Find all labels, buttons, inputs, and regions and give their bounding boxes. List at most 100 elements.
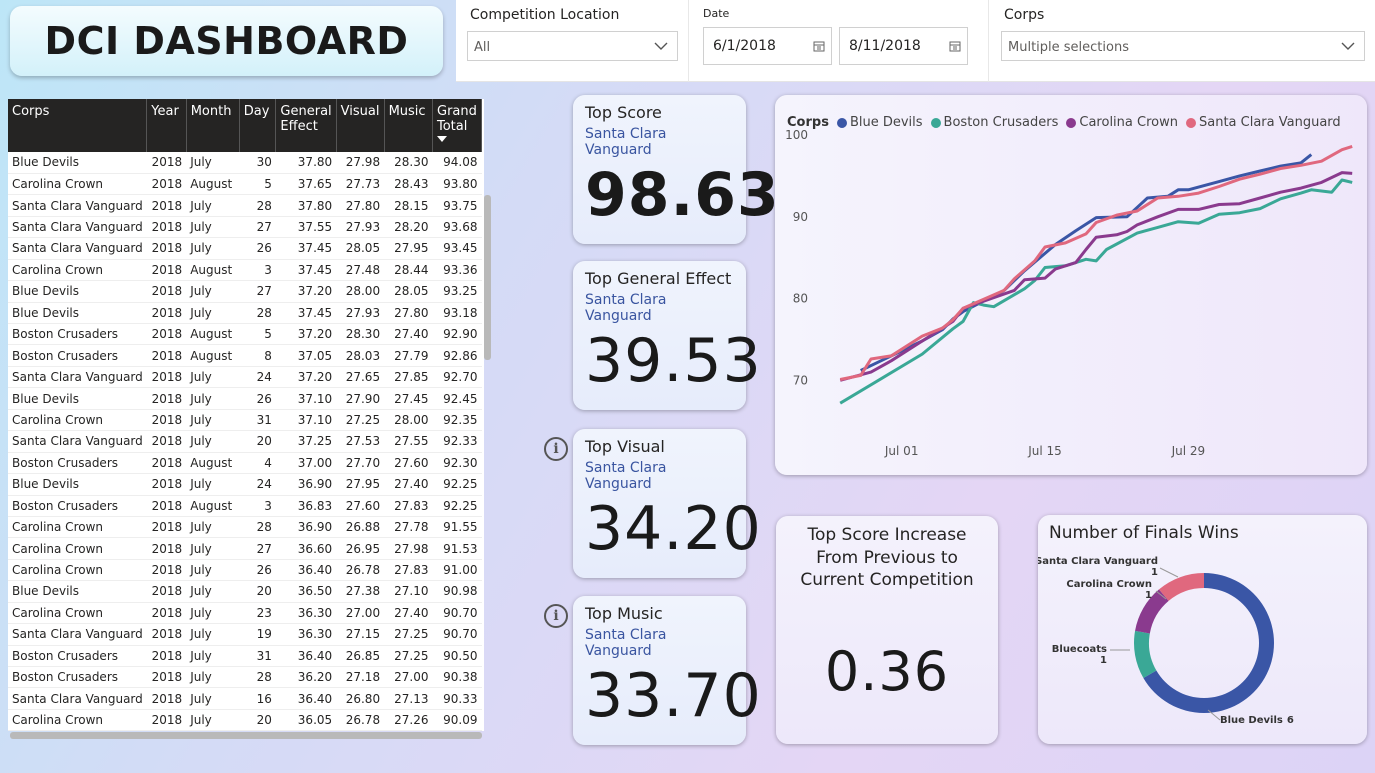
table-row[interactable]: Carolina Crown 2018 July 31 37.10 27.25 28.00 9…	[8, 409, 482, 432]
table-cell: 28.05	[336, 237, 385, 260]
info-icon[interactable]: i	[544, 604, 568, 628]
table-cell: 36.83	[275, 495, 337, 517]
table-cell: 91.55	[432, 516, 482, 539]
table-cell: Blue Devils	[8, 152, 147, 174]
table-row[interactable]: Boston Crusaders 2018 August 4 37.00 27.70 27.…	[8, 452, 482, 475]
table-row[interactable]: Blue Devils 2018 July 20 36.50 27.38 27.10 90.9…	[8, 580, 482, 603]
table-cell: 28.00	[336, 280, 385, 303]
donut-slice-bluecoats[interactable]	[1134, 630, 1157, 678]
date-end-input[interactable]: 8/11/2018	[839, 27, 968, 65]
legend-item-carolina-crown[interactable]: Carolina Crown	[1066, 115, 1178, 130]
table-cell: Carolina Crown	[8, 602, 147, 625]
table-row[interactable]: Boston Crusaders 2018 July 28 36.20 27.18 27.0…	[8, 666, 482, 689]
legend-item-santa-clara-vanguard[interactable]: Santa Clara Vanguard	[1185, 115, 1341, 130]
donut-label: Carolina Crown 1	[1066, 579, 1152, 601]
sort-descending-icon[interactable]	[437, 136, 447, 142]
table-cell: 90.38	[432, 666, 482, 689]
table-cell: 90.09	[432, 709, 482, 731]
table-cell: Carolina Crown	[8, 537, 147, 560]
table-row[interactable]: Santa Clara Vanguard 2018 July 28 37.80 27.80…	[8, 194, 482, 217]
location-dropdown[interactable]: All	[467, 31, 678, 61]
table-row[interactable]: Boston Crusaders 2018 August 3 36.83 27.60 27.…	[8, 495, 482, 517]
table-cell: 2018	[146, 516, 187, 539]
table-cell: 93.68	[432, 216, 482, 239]
table-cell: Carolina Crown	[8, 516, 147, 539]
table-cell: 92.33	[432, 430, 482, 453]
column-header[interactable]: Month	[186, 99, 240, 152]
column-header[interactable]: Grand Total	[432, 99, 482, 152]
column-header[interactable]: Music	[384, 99, 434, 152]
table-cell: 36.20	[275, 666, 337, 689]
column-header-label: Music	[388, 104, 426, 119]
donut-label: Santa Clara Vanguard 1	[1038, 556, 1158, 578]
table-row[interactable]: Blue Devils 2018 July 26 37.10 27.90 27.45 92.4…	[8, 387, 482, 410]
column-header-label: Corps	[12, 104, 50, 119]
column-header[interactable]: Year	[146, 99, 187, 152]
legend-item-blue-devils[interactable]: Blue Devils	[836, 115, 923, 130]
table-row[interactable]: Carolina Crown 2018 July 23 36.30 27.00 27.40 9…	[8, 602, 482, 625]
table-cell: August	[186, 323, 240, 346]
table-cell: July	[186, 580, 240, 603]
table-cell: 36.40	[275, 559, 337, 582]
column-header-label: Month	[190, 104, 232, 119]
info-icon[interactable]: i	[544, 437, 568, 461]
table-cell: 37.55	[275, 216, 337, 239]
legend-dot	[836, 117, 847, 128]
table-cell: 91.53	[432, 537, 482, 560]
table-cell: 28.43	[384, 173, 433, 196]
series-line-boston-crusaders[interactable]	[839, 178, 1353, 405]
table-cell: 92.35	[432, 409, 482, 432]
table-row[interactable]: Blue Devils 2018 July 28 37.45 27.93 27.80 93.1…	[8, 302, 482, 325]
table-cell: August	[186, 495, 240, 517]
table-row[interactable]: Carolina Crown 2018 August 3 37.45 27.48 28.44…	[8, 259, 482, 282]
table-cell: July	[186, 152, 240, 174]
table-row[interactable]: Carolina Crown 2018 August 5 37.65 27.73 28.43…	[8, 173, 482, 196]
table-cell: Carolina Crown	[8, 259, 147, 282]
table-cell: 26	[239, 559, 276, 582]
table-row[interactable]: Carolina Crown 2018 July 20 36.05 26.78 27.26 9…	[8, 709, 482, 731]
table-row[interactable]: Carolina Crown 2018 July 27 36.60 26.95 27.98 9…	[8, 537, 482, 560]
corps-dropdown[interactable]: Multiple selections	[1001, 31, 1365, 61]
column-header[interactable]: General Effect	[275, 99, 337, 152]
table-row[interactable]: Blue Devils 2018 July 24 36.90 27.95 27.40 92.2…	[8, 473, 482, 496]
score-increase-card: Top Score Increase From Previous to Curr…	[776, 516, 998, 744]
series-line-santa-clara-vanguard[interactable]	[839, 144, 1353, 381]
donut-slice-carolina-crown[interactable]	[1135, 589, 1169, 634]
table-vertical-scrollbar[interactable]	[484, 195, 491, 360]
calendar-icon[interactable]	[813, 40, 825, 52]
table-row[interactable]: Santa Clara Vanguard 2018 July 20 37.25 27.53…	[8, 430, 482, 453]
filter-bar: Competition Location All Date 6/1/2018 8…	[456, 0, 1375, 82]
series-line-carolina-crown[interactable]	[839, 171, 1353, 382]
table-cell: 28	[239, 516, 276, 539]
table-row[interactable]: Carolina Crown 2018 July 26 36.40 26.78 27.83 9…	[8, 559, 482, 582]
calendar-icon[interactable]	[949, 40, 961, 52]
table-cell: 2018	[146, 259, 187, 282]
table-cell: July	[186, 537, 240, 560]
legend-item-boston-crusaders[interactable]: Boston Crusaders	[930, 115, 1058, 130]
table-cell: July	[186, 237, 240, 260]
table-row[interactable]: Santa Clara Vanguard 2018 July 19 36.30 27.15…	[8, 623, 482, 646]
table-row[interactable]: Santa Clara Vanguard 2018 July 24 37.20 27.65…	[8, 366, 482, 389]
table-cell: August	[186, 259, 240, 282]
table-cell: July	[186, 430, 240, 453]
table-cell: July	[186, 473, 240, 496]
table-row[interactable]: Carolina Crown 2018 July 28 36.90 26.88 27.78 9…	[8, 516, 482, 539]
table-horizontal-scrollbar[interactable]	[10, 732, 482, 739]
table-row[interactable]: Santa Clara Vanguard 2018 July 16 36.40 26.80…	[8, 687, 482, 710]
table-cell: Boston Crusaders	[8, 645, 147, 668]
table-row[interactable]: Boston Crusaders 2018 August 8 37.05 28.03 27.…	[8, 344, 482, 367]
table-cell: 92.45	[432, 387, 482, 410]
table-row[interactable]: Santa Clara Vanguard 2018 July 27 37.55 27.93…	[8, 216, 482, 239]
column-header[interactable]: Day	[239, 99, 277, 152]
table-row[interactable]: Santa Clara Vanguard 2018 July 26 37.45 28.05…	[8, 237, 482, 260]
donut-slice-santa-clara-vanguard[interactable]	[1159, 573, 1204, 601]
table-row[interactable]: Blue Devils 2018 July 27 37.20 28.00 28.05 93.2…	[8, 280, 482, 303]
column-header[interactable]: Visual	[336, 99, 385, 152]
table-row[interactable]: Boston Crusaders 2018 August 5 37.20 28.30 27.…	[8, 323, 482, 346]
line-chart[interactable]: 70 80 90 100 Jul 01 Jul 15 Jul 29	[775, 95, 1367, 475]
table-row[interactable]: Blue Devils 2018 July 30 37.80 27.98 28.30 94.0…	[8, 152, 482, 174]
date-start-input[interactable]: 6/1/2018	[703, 27, 832, 65]
column-header[interactable]: Corps	[8, 99, 148, 152]
table-row[interactable]: Boston Crusaders 2018 July 31 36.40 26.85 27.2…	[8, 645, 482, 668]
